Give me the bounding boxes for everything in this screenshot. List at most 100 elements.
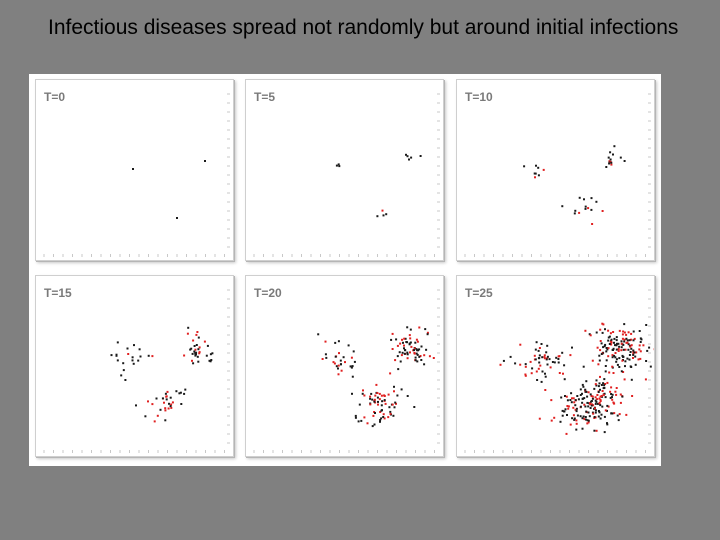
infection-point-black <box>347 344 350 347</box>
infection-point-black <box>381 400 384 403</box>
infection-point-red <box>321 358 324 360</box>
infection-point-black <box>410 156 413 159</box>
infection-point-red <box>423 354 426 357</box>
infection-point-black <box>116 341 119 344</box>
infection-point-black <box>579 394 582 396</box>
infection-point-black <box>610 161 613 164</box>
infection-point-black <box>608 335 611 338</box>
infection-point-black <box>394 401 397 404</box>
infection-point-black <box>335 365 338 368</box>
infection-point-black <box>623 323 626 326</box>
infection-point-black <box>190 347 193 350</box>
infection-point-black <box>191 352 194 355</box>
infection-point-black <box>583 397 586 400</box>
infection-point-black <box>537 349 540 352</box>
infection-point-black <box>353 360 356 363</box>
infection-point-black <box>358 403 361 406</box>
infection-point-black <box>602 346 605 349</box>
infection-point-red <box>170 403 173 406</box>
infection-point-black <box>396 394 399 397</box>
infection-point-red <box>574 408 577 411</box>
infection-point-black <box>325 356 328 359</box>
infection-point-black <box>582 385 585 388</box>
infection-point-black <box>614 356 617 359</box>
infection-point-black <box>602 382 605 385</box>
infection-point-red <box>601 322 604 325</box>
infection-point-red <box>621 359 624 362</box>
infection-point-black <box>594 399 597 402</box>
epidemic-spread-figure: T=0 T=5 T=10 T=15 T=20 T=25 <box>29 74 661 466</box>
infection-point-red <box>578 211 581 214</box>
infection-point-red <box>621 333 624 336</box>
infection-point-black <box>609 158 612 161</box>
infection-point-red <box>635 351 638 354</box>
infection-point-black <box>599 404 602 407</box>
infection-point-black <box>608 161 611 164</box>
infection-point-black <box>597 391 600 393</box>
infection-point-black <box>385 213 388 216</box>
infection-point-black <box>570 401 573 404</box>
infection-point-red <box>550 399 553 402</box>
infection-point-black <box>618 357 621 360</box>
infection-point-black <box>546 344 549 347</box>
infection-point-black <box>534 172 537 175</box>
infection-point-black <box>581 427 584 430</box>
infection-point-red <box>602 393 605 396</box>
infection-point-red <box>607 405 610 408</box>
infection-point-black <box>138 348 141 351</box>
infection-point-red <box>383 395 386 397</box>
infection-point-black <box>551 361 554 363</box>
infection-point-red <box>632 357 634 359</box>
infection-point-red <box>409 337 412 340</box>
infection-point-black <box>574 399 577 402</box>
infection-point-black <box>620 370 623 373</box>
infection-point-black <box>389 410 392 413</box>
infection-point-black <box>611 356 614 359</box>
infection-point-red <box>333 362 336 365</box>
infection-point-red <box>324 340 327 343</box>
infection-point-black <box>613 354 616 357</box>
infection-point-black <box>573 212 576 215</box>
infection-point-black <box>581 392 583 395</box>
infection-point-red <box>614 352 617 354</box>
panel-t5: T=5 <box>245 79 444 261</box>
panel-t5-scatter <box>253 93 440 257</box>
infection-point-red <box>375 383 378 386</box>
infection-point-black <box>406 326 409 329</box>
infection-point-black <box>615 342 618 345</box>
infection-point-black <box>615 339 618 342</box>
infection-point-black <box>648 346 651 349</box>
infection-point-black <box>392 414 395 417</box>
infection-point-black <box>164 419 167 422</box>
infection-point-red <box>617 348 620 350</box>
infection-point-black <box>602 387 605 390</box>
infection-point-red <box>607 355 610 358</box>
infection-point-black <box>379 419 382 421</box>
infection-point-black <box>338 165 341 168</box>
infection-point-red <box>624 348 627 351</box>
infection-point-red <box>591 359 594 362</box>
infection-point-black <box>382 214 385 217</box>
infection-point-black <box>588 333 591 336</box>
infection-point-black <box>168 402 170 405</box>
infection-point-black <box>607 336 610 339</box>
infection-point-black <box>537 166 540 169</box>
infection-point-black <box>593 416 596 418</box>
infection-point-red <box>535 370 538 373</box>
infection-point-black <box>581 401 584 404</box>
infection-point-black <box>400 388 403 391</box>
infection-point-red <box>147 400 149 403</box>
infection-point-red <box>415 338 418 341</box>
panel-t15: T=15 <box>35 275 234 457</box>
infection-point-black <box>116 359 119 362</box>
infection-point-black <box>601 331 604 334</box>
infection-point-black <box>376 396 379 399</box>
infection-point-red <box>584 329 587 332</box>
infection-point-black <box>423 363 426 366</box>
infection-point-red <box>537 367 540 370</box>
infection-point-red <box>378 398 381 401</box>
infection-point-red <box>598 401 601 404</box>
infection-point-black <box>629 351 632 353</box>
infection-point-black <box>120 374 123 377</box>
infection-point-red <box>565 395 568 398</box>
